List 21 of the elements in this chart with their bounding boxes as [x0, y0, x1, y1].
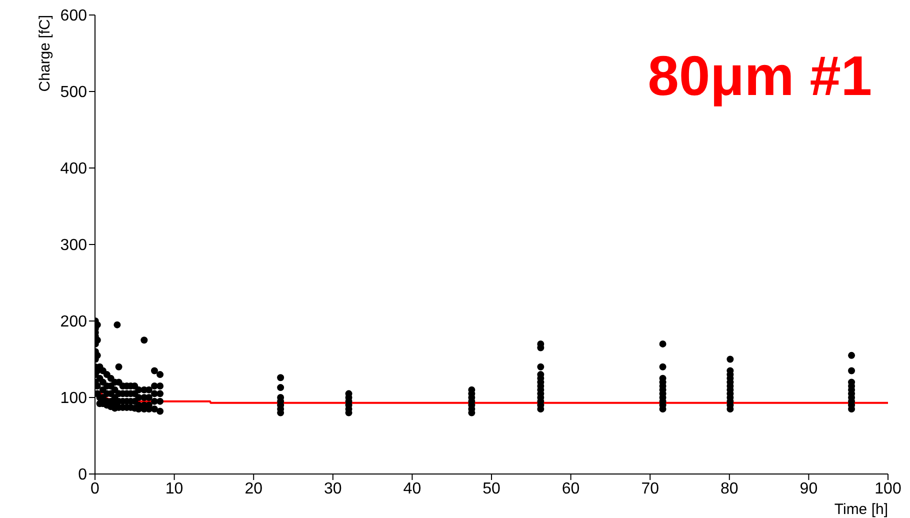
- x-tick-label: 30: [324, 480, 342, 498]
- y-tick-label: 500: [60, 84, 88, 102]
- x-tick-label: 80: [720, 480, 738, 498]
- x-tick-label: 100: [874, 480, 902, 498]
- x-tick-label: 70: [641, 480, 660, 498]
- y-axis-title: Charge [fC]: [36, 15, 54, 92]
- x-tick-label: 50: [482, 480, 500, 498]
- x-tick-label: 0: [90, 480, 100, 498]
- x-tick-label: 10: [165, 480, 184, 498]
- x-tick-label: 40: [403, 480, 422, 498]
- y-tick-label: 200: [60, 314, 88, 331]
- x-tick-label: 20: [244, 480, 263, 498]
- y-tick-label: 400: [60, 160, 88, 178]
- y-tick-label: 600: [60, 8, 88, 25]
- y-tick-label: 300: [60, 237, 88, 254]
- x-tick-label: 60: [562, 480, 580, 498]
- y-tick-label: 0: [78, 466, 88, 484]
- x-axis-title: Time [h]: [834, 501, 888, 518]
- x-tick-label: 90: [800, 480, 818, 498]
- y-tick-label: 100: [60, 390, 88, 408]
- annotation: 80μm #1: [648, 43, 872, 108]
